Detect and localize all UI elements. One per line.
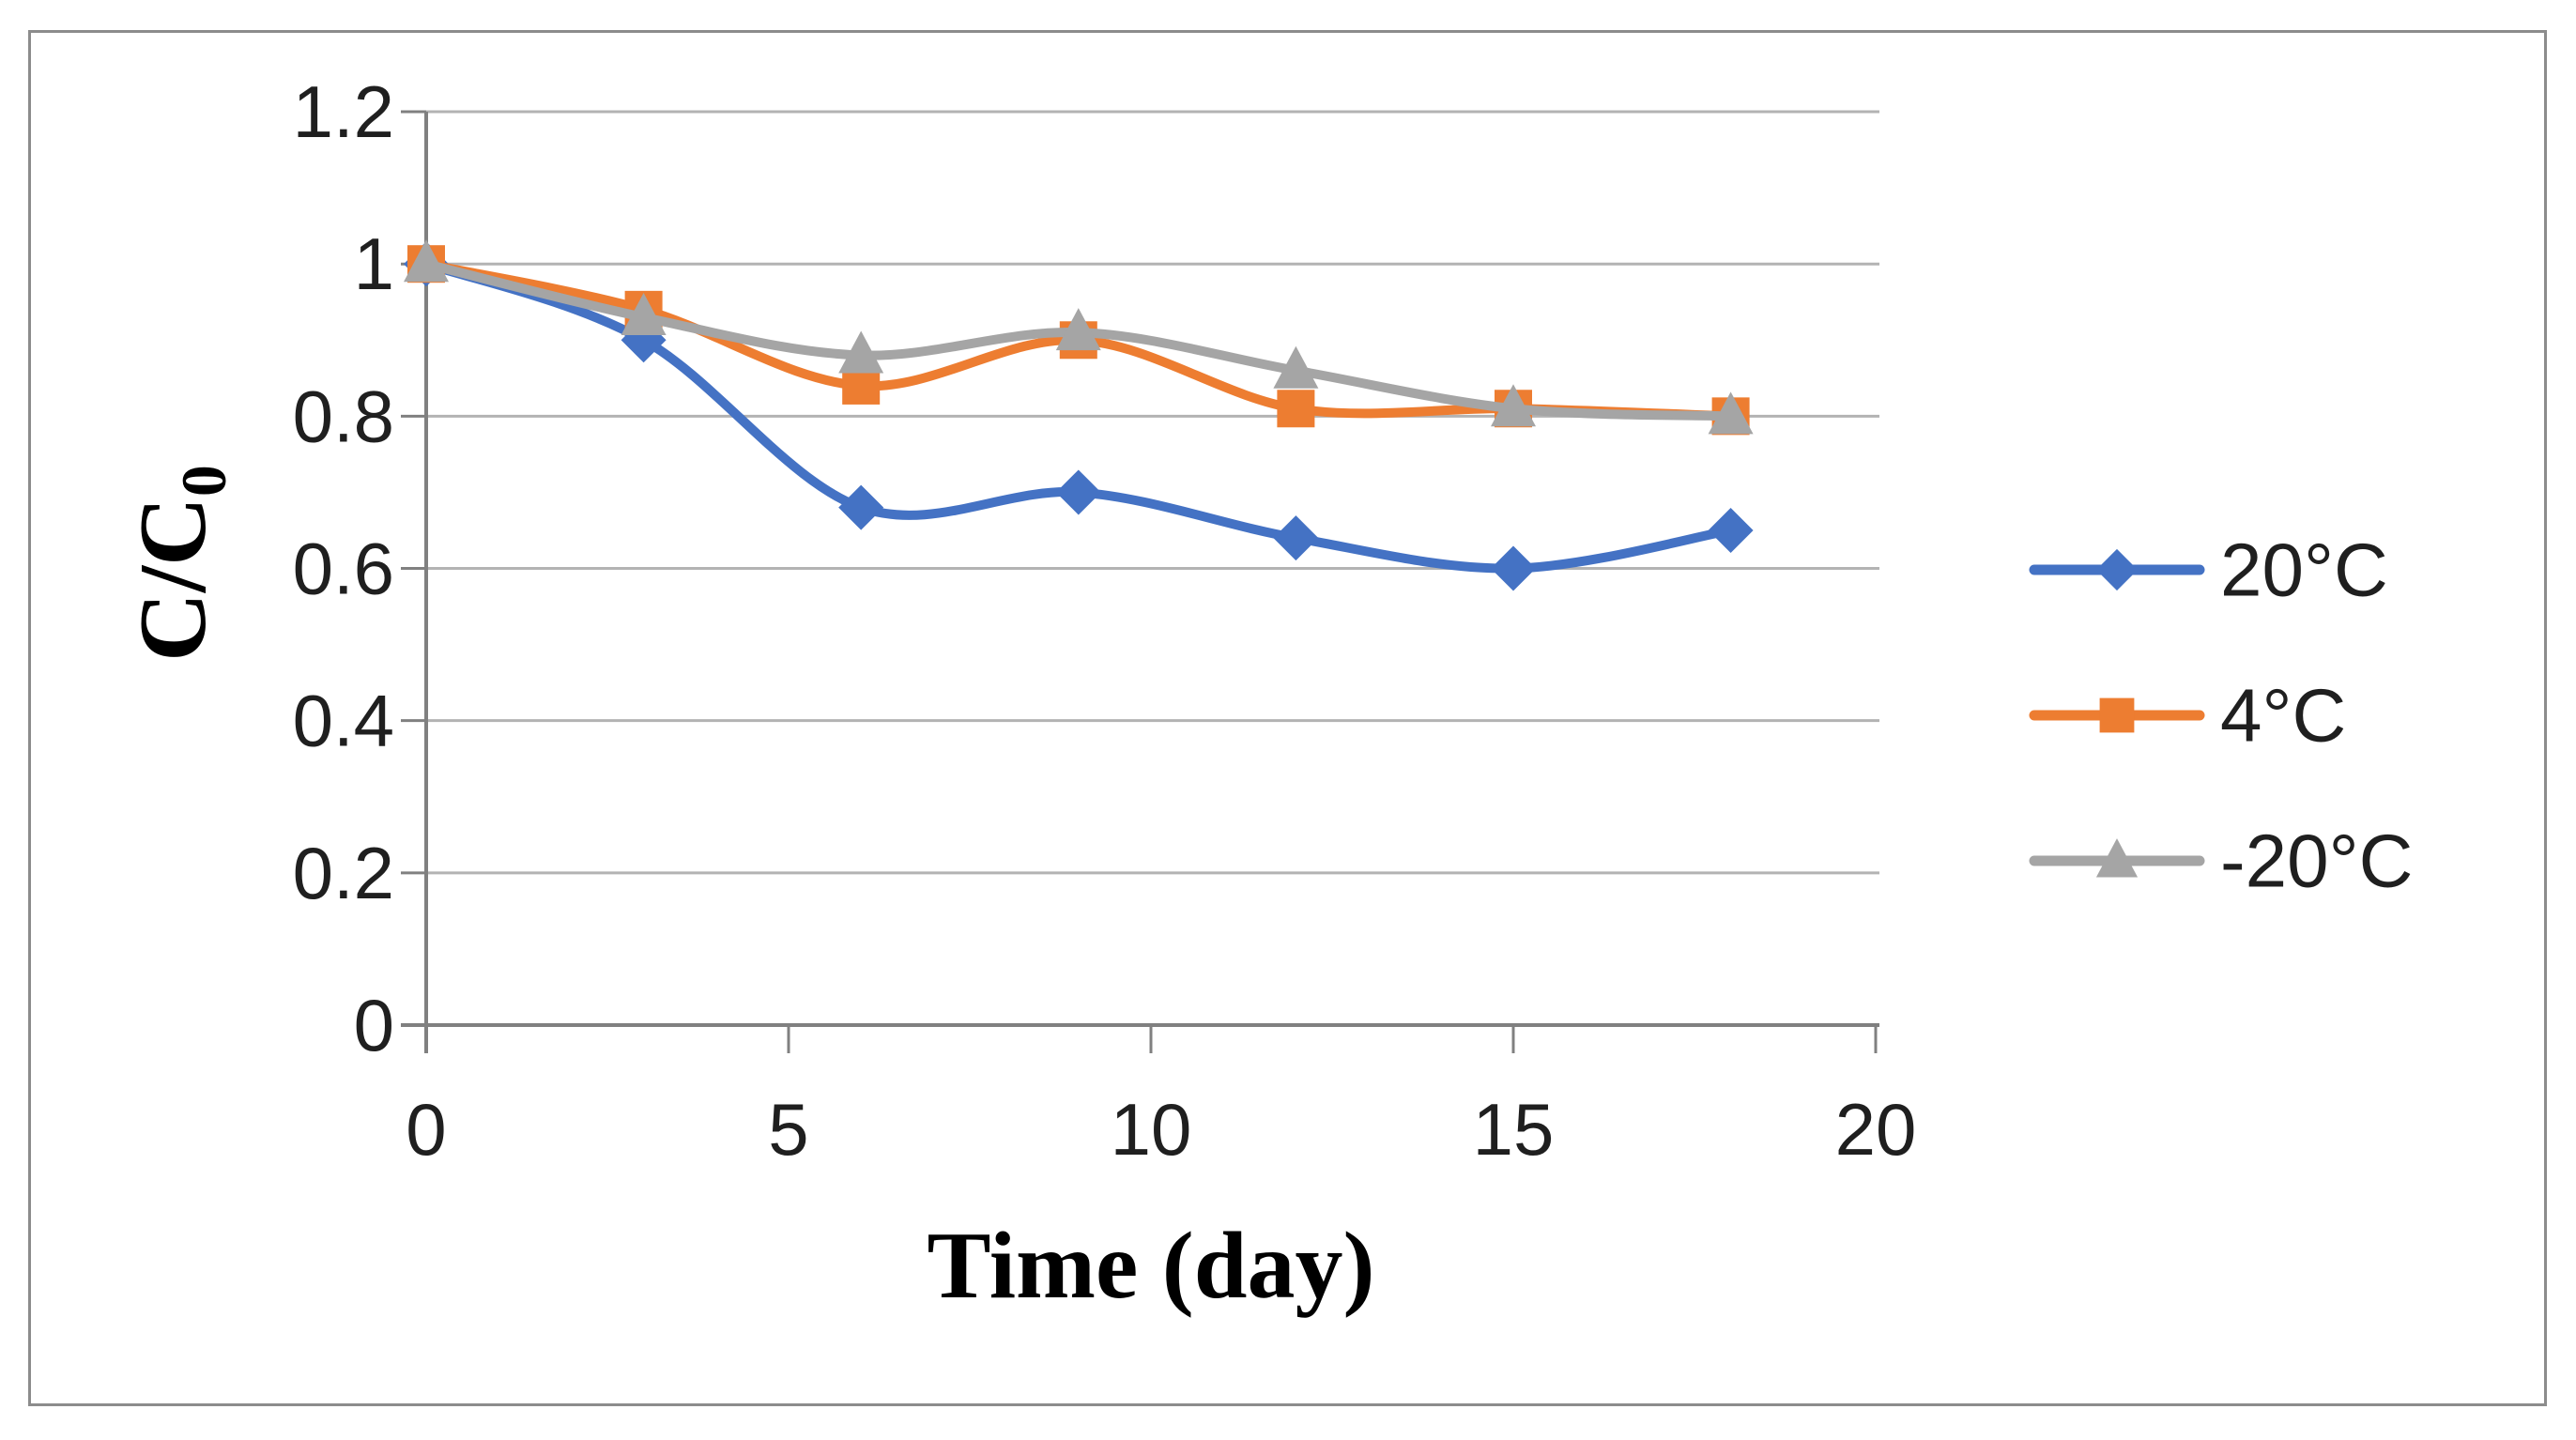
series-marker--20°C (1055, 308, 1101, 351)
x-tick-label: 5 (768, 1088, 808, 1171)
y-tick-label: 0.8 (293, 375, 394, 457)
legend-marker--20°C (2095, 838, 2139, 878)
legend-label-4°C: 4°C (2220, 674, 2346, 758)
series-marker-20°C (1708, 507, 1754, 553)
series-marker--20°C (1273, 345, 1319, 389)
series-marker-4°C (842, 366, 881, 405)
y-tick-label: 0.6 (293, 528, 394, 610)
y-tick-label: 0.2 (293, 832, 394, 914)
x-axis-title: Time (day) (928, 1213, 1375, 1319)
legend-label--20°C: -20°C (2220, 820, 2413, 903)
y-axis-title-subscript: 0 (168, 465, 239, 497)
legend-marker-20°C (2095, 548, 2139, 591)
series-marker--20°C (1491, 384, 1536, 427)
series-marker--20°C (621, 292, 667, 335)
series-marker-20°C (1491, 545, 1536, 591)
y-tick-label: 0.4 (293, 680, 394, 762)
x-tick-label: 0 (406, 1088, 446, 1171)
legend-marker-4°C (2099, 697, 2135, 733)
y-tick-label: 1.2 (293, 70, 394, 153)
y-tick-label: 1 (354, 222, 394, 305)
series-marker--20°C (1708, 391, 1754, 435)
series-marker-4°C (1277, 390, 1315, 428)
series-marker-20°C (1055, 469, 1101, 515)
series-marker--20°C (838, 330, 884, 374)
series-marker--20°C (404, 239, 449, 283)
y-axis-title: C/C0 (120, 465, 239, 662)
legend-label-20°C: 20°C (2220, 529, 2388, 612)
x-tick-label: 20 (1835, 1088, 1917, 1171)
series-marker-20°C (838, 484, 884, 530)
y-tick-label: 0 (354, 984, 394, 1066)
x-tick-label: 10 (1111, 1088, 1192, 1171)
series-marker-20°C (1273, 515, 1319, 561)
x-tick-label: 15 (1473, 1088, 1555, 1171)
